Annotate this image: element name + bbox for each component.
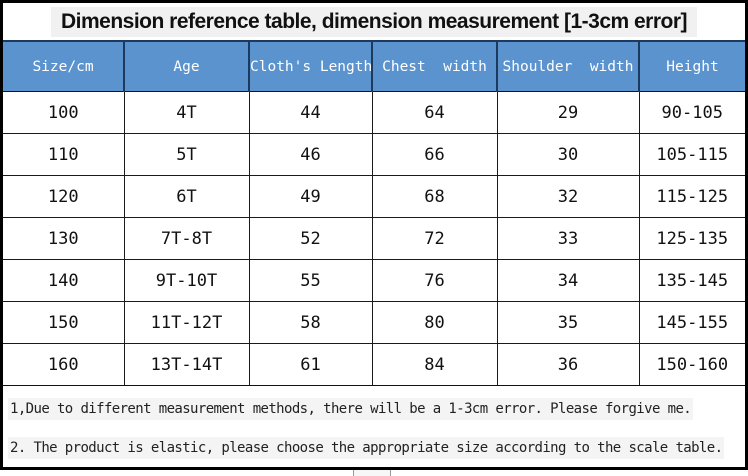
table-cell-chest: 84 bbox=[371, 343, 498, 386]
table-cell-size: 140 bbox=[3, 259, 125, 302]
table-cell-age: 5T bbox=[123, 133, 250, 176]
table-row: 160 13T-14T 61 84 36 150-160 bbox=[3, 343, 745, 386]
size-chart-table: Size/cm Age Cloth's Length Chest width S… bbox=[3, 40, 745, 386]
table-cell-age: 13T-14T bbox=[123, 343, 250, 386]
table-cell-shoulder: 35 bbox=[496, 301, 640, 344]
table-cell-length: 44 bbox=[248, 91, 373, 134]
table-cell-length: 55 bbox=[248, 259, 373, 302]
bottom-strip bbox=[0, 470, 748, 476]
column-header-height: Height bbox=[638, 40, 745, 92]
table-row: 130 7T-8T 52 72 33 125-135 bbox=[3, 217, 745, 260]
table-cell-chest: 72 bbox=[371, 217, 498, 260]
table-cell-age: 6T bbox=[123, 175, 250, 218]
header-row: Size/cm Age Cloth's Length Chest width S… bbox=[3, 40, 745, 92]
table-cell-length: 52 bbox=[248, 217, 373, 260]
column-header-shoulder-width: Shoulder width bbox=[496, 40, 639, 92]
table-cell-chest: 80 bbox=[371, 301, 498, 344]
title-row: Dimension reference table, dimension mea… bbox=[3, 3, 745, 40]
table-cell-shoulder: 30 bbox=[496, 133, 640, 176]
column-header-age: Age bbox=[123, 40, 249, 92]
table-cell-size: 160 bbox=[3, 343, 125, 386]
table-cell-shoulder: 29 bbox=[496, 91, 640, 134]
note-elastic-product: 2. The product is elastic, please choose… bbox=[8, 437, 740, 459]
table-cell-shoulder: 36 bbox=[496, 343, 640, 386]
table-cell-height: 135-145 bbox=[638, 259, 745, 302]
page-title: Dimension reference table, dimension mea… bbox=[50, 6, 698, 37]
table-cell-chest: 76 bbox=[371, 259, 498, 302]
table-cell-length: 46 bbox=[248, 133, 373, 176]
table-cell-height: 125-135 bbox=[638, 217, 745, 260]
note-measurement-error: 1,Due to different measurement methods, … bbox=[8, 398, 740, 420]
table-cell-size: 130 bbox=[3, 217, 125, 260]
table-cell-height: 145-155 bbox=[638, 301, 745, 344]
table-row: 150 11T-12T 58 80 35 145-155 bbox=[3, 301, 745, 344]
table-cell-size: 100 bbox=[3, 91, 125, 134]
table-cell-shoulder: 34 bbox=[496, 259, 640, 302]
column-header-cloths-length: Cloth's Length bbox=[248, 40, 372, 92]
table-cell-shoulder: 32 bbox=[496, 175, 640, 218]
table-cell-size: 150 bbox=[3, 301, 125, 344]
table-cell-chest: 68 bbox=[371, 175, 498, 218]
table-cell-height: 115-125 bbox=[638, 175, 745, 218]
table-cell-height: 90-105 bbox=[638, 91, 745, 134]
table-cell-shoulder: 33 bbox=[496, 217, 640, 260]
table-fragment bbox=[353, 470, 391, 476]
table-cell-age: 4T bbox=[123, 91, 250, 134]
table-row: 110 5T 46 66 30 105-115 bbox=[3, 133, 745, 176]
column-header-chest-width: Chest width bbox=[371, 40, 497, 92]
table-cell-chest: 66 bbox=[371, 133, 498, 176]
table-cell-height: 150-160 bbox=[638, 343, 745, 386]
table-cell-size: 120 bbox=[3, 175, 125, 218]
table-row: 120 6T 49 68 32 115-125 bbox=[3, 175, 745, 218]
table-cell-length: 61 bbox=[248, 343, 373, 386]
table-cell-size: 110 bbox=[3, 133, 125, 176]
table-cell-height: 105-115 bbox=[638, 133, 745, 176]
column-header-size: Size/cm bbox=[3, 40, 124, 92]
table-cell-age: 9T-10T bbox=[123, 259, 250, 302]
notes-section: 1,Due to different measurement methods, … bbox=[3, 386, 745, 459]
table-row: 100 4T 44 64 29 90-105 bbox=[3, 91, 745, 134]
table-cell-age: 11T-12T bbox=[123, 301, 250, 344]
table-cell-length: 49 bbox=[248, 175, 373, 218]
table-row: 140 9T-10T 55 76 34 135-145 bbox=[3, 259, 745, 302]
table-cell-chest: 64 bbox=[371, 91, 498, 134]
table-cell-length: 58 bbox=[248, 301, 373, 344]
table-cell-age: 7T-8T bbox=[123, 217, 250, 260]
